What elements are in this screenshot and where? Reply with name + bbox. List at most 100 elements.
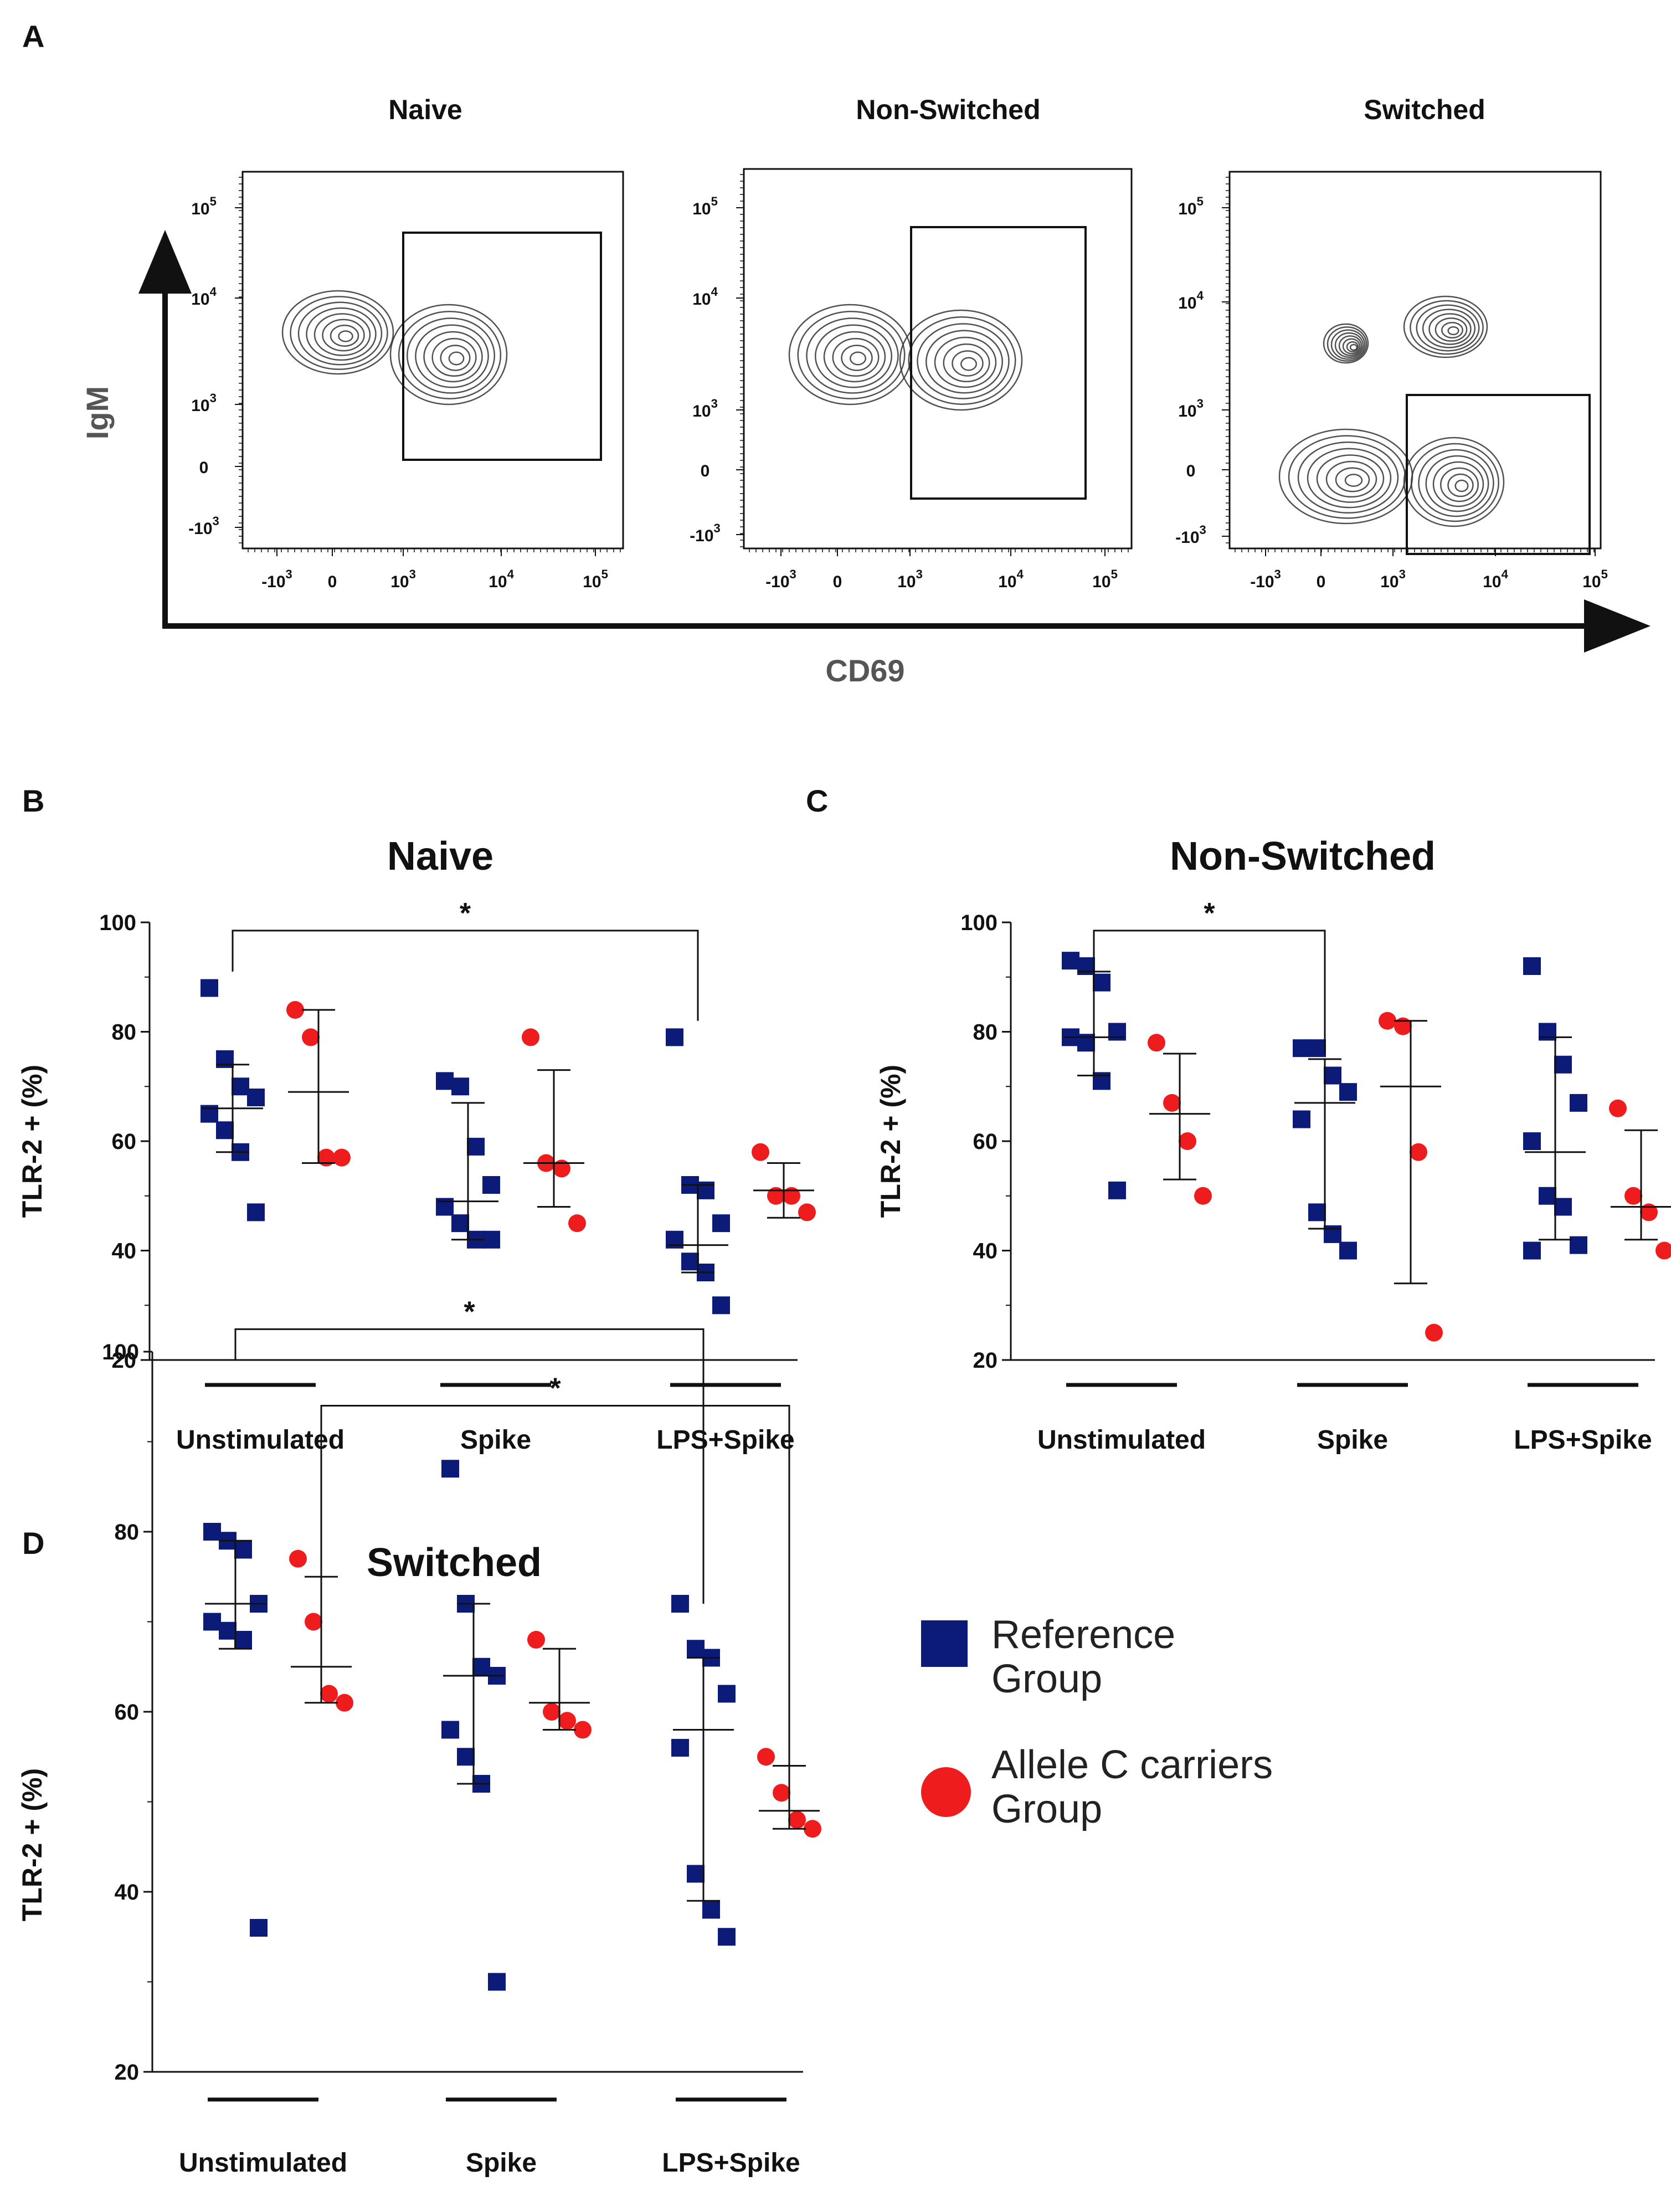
flow-xtick-non-switched-1: 0 [833, 573, 842, 591]
flow-contour-naive-0-3 [306, 307, 377, 361]
chart-b-point-reference-0-0 [200, 979, 218, 997]
chart-b-point-allele-2-1 [767, 1187, 785, 1205]
chart-b-point-reference-1-1 [451, 1077, 469, 1096]
chart-b-point-reference-0-7 [247, 1203, 265, 1222]
chart-d-title: Switched [367, 1541, 542, 1585]
chart-c-point-reference-1-0 [1293, 1039, 1310, 1058]
flow-contour-naive-1-1 [398, 311, 502, 399]
flow-contour-naive-0-6 [330, 325, 359, 347]
flow-contour-non-switched-1-5 [943, 343, 990, 382]
flow-contour-naive-0-5 [322, 319, 365, 352]
flow-contour-naive-1-3 [415, 324, 489, 388]
chart-d-point-reference-1-0 [441, 1460, 459, 1478]
flow-contour-switched-2-5 [1342, 338, 1361, 355]
chart-d-ytick-label-20: 20 [115, 2060, 140, 2085]
panel-letter-b: B [22, 783, 44, 818]
legend: Reference Group Allele C carriers Group [921, 1613, 1273, 1831]
chart-d-point-reference-0-7 [250, 1919, 268, 1937]
chart-b-point-allele-0-1 [302, 1028, 320, 1046]
chart-d-point-allele-1-1 [543, 1703, 561, 1721]
flow-ytick-switched-0: 105 [1178, 194, 1204, 218]
chart-b-ytick-label-40: 40 [112, 1239, 137, 1264]
chart-d-point-reference-2-4 [671, 1739, 689, 1757]
chart-c-point-reference-0-2 [1093, 973, 1110, 992]
flow-xtick-switched-0: -103 [1250, 567, 1281, 591]
chart-b-point-allele-1-0 [522, 1028, 539, 1046]
flow-contour-naive-1-7 [448, 351, 465, 366]
chart-b-significance-bracket-0 [232, 930, 699, 1021]
chart-d-point-reference-0-5 [219, 1621, 236, 1640]
chart-c-category-label-1: Spike [1317, 1425, 1388, 1455]
chart-d-significance-label-0: * [464, 1296, 475, 1328]
flow-contour-switched-3-2 [1416, 304, 1480, 352]
flow-plot-title-switched: Switched [1364, 94, 1485, 125]
chart-d-significance-bracket-0 [234, 1328, 705, 1604]
chart-c-point-reference-2-2 [1554, 1055, 1572, 1074]
chart-d-category-label-1: Spike [466, 2148, 537, 2178]
flow-contour-switched-2-0 [1323, 323, 1369, 364]
chart-b-point-allele-1-2 [553, 1159, 570, 1178]
flow-contour-naive-1-2 [407, 317, 495, 394]
chart-c-point-reference-2-6 [1554, 1198, 1572, 1216]
flow-contour-switched-0-5 [1325, 460, 1377, 498]
flow-gate-switched [1406, 394, 1591, 555]
chart-c-title: Non-Switched [1170, 834, 1436, 879]
flow-plot-frame-switched [1228, 171, 1602, 550]
chart-b-point-allele-1-3 [568, 1214, 586, 1233]
flow-gate-non-switched [910, 226, 1087, 500]
chart-c-point-allele-1-0 [1379, 1012, 1396, 1030]
chart-c-point-allele-1-2 [1410, 1143, 1427, 1161]
chart-c-point-reference-1-4 [1293, 1110, 1310, 1128]
chart-b-point-reference-0-5 [216, 1121, 234, 1140]
flow-contour-non-switched-1-0 [899, 309, 1023, 411]
chart-d-point-allele-0-3 [336, 1693, 353, 1712]
legend-reference-label-line1: Reference [991, 1613, 1175, 1657]
flow-xtick-non-switched-0: -103 [765, 567, 796, 591]
flow-plot-frame-naive [241, 171, 624, 550]
flow-contour-naive-1-6 [440, 345, 471, 371]
chart-c-point-reference-1-3 [1339, 1083, 1357, 1101]
chart-d-significance-label-1: * [549, 1373, 561, 1405]
chart-d-point-allele-0-0 [289, 1549, 307, 1568]
chart-b-ytick-label-80: 80 [112, 1020, 137, 1045]
chart-c-point-allele-0-1 [1163, 1094, 1181, 1112]
flow-contour-switched-1-6 [1447, 473, 1474, 497]
flow-contour-non-switched-0-6 [841, 345, 873, 371]
chart-d-category-label-0: Unstimulated [179, 2148, 347, 2178]
flow-contour-switched-2-2 [1330, 329, 1366, 360]
flow-plot-frame-non-switched [743, 168, 1133, 550]
flow-contour-switched-1-7 [1454, 479, 1469, 492]
flow-contour-switched-2-6 [1346, 341, 1359, 352]
chart-d-point-reference-1-5 [457, 1748, 475, 1766]
chart-b-ytick-label-100: 100 [99, 911, 136, 935]
chart-d-point-reference-0-4 [203, 1613, 221, 1631]
chart-b-point-allele-2-2 [783, 1187, 800, 1205]
chart-c-significance-bracket-0 [1093, 930, 1326, 1054]
flow-ytick-switched-3: 0 [1186, 462, 1196, 480]
chart-c-point-reference-2-0 [1523, 957, 1541, 975]
chart-b-point-reference-0-2 [232, 1077, 249, 1096]
chart-d-point-reference-0-0 [203, 1523, 221, 1541]
chart-d-point-allele-2-1 [773, 1784, 790, 1802]
flow-ytick-non-switched-2: 103 [692, 397, 718, 420]
flow-ytick-non-switched-3: 0 [701, 462, 710, 480]
chart-c-point-allele-2-1 [1624, 1187, 1642, 1205]
flow-ytick-non-switched-0: 105 [692, 194, 718, 218]
flow-contour-switched-2-4 [1338, 335, 1362, 356]
chart-b-category-label-2: LPS+Spike [656, 1425, 794, 1455]
chart-b-point-reference-2-5 [681, 1253, 699, 1271]
flow-contour-switched-1-5 [1440, 467, 1479, 502]
flow-contour-non-switched-0-7 [850, 351, 866, 366]
chart-d-point-reference-2-0 [671, 1595, 689, 1613]
chart-c-point-reference-2-4 [1523, 1132, 1541, 1150]
chart-b-category-label-1: Spike [460, 1425, 531, 1455]
chart-d-point-allele-2-0 [757, 1748, 775, 1766]
flow-contour-non-switched-0-3 [815, 324, 892, 388]
chart-d-point-allele-1-2 [558, 1712, 576, 1730]
chart-c-ytick-label-100: 100 [960, 911, 998, 935]
flow-contour-switched-2-7 [1349, 343, 1358, 351]
chart-c-point-allele-0-0 [1148, 1034, 1165, 1052]
chart-b-category-label-0: Unstimulated [176, 1425, 345, 1455]
panel-b: B Naive TLR-2 + (%) 20 40 60 80 100 Unstimulate… [17, 783, 816, 1455]
